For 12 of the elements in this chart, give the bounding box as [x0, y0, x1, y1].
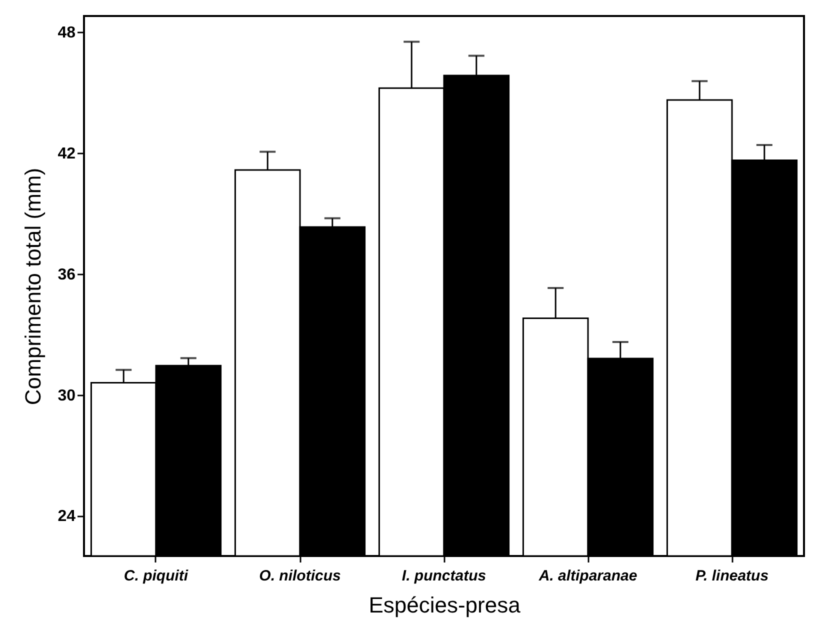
x-tick-label: O. niloticus — [259, 568, 341, 584]
x-tick-label: P. lineatus — [695, 568, 769, 584]
x-tick-label: C. piquiti — [124, 568, 189, 584]
y-tick-label: 42 — [58, 146, 76, 163]
x-tick-label: I. punctatus — [402, 568, 486, 584]
y-tick-label: 36 — [58, 266, 76, 284]
y-tick-label: 48 — [58, 24, 76, 42]
x-axis-title: Espécies-presa — [368, 592, 522, 618]
y-axis-title: Comprimento total (mm) — [20, 168, 46, 406]
y-tick-label: 30 — [58, 387, 76, 404]
y-tick-label: 24 — [58, 508, 76, 526]
x-tick-label: A. altiparanae — [538, 568, 638, 584]
